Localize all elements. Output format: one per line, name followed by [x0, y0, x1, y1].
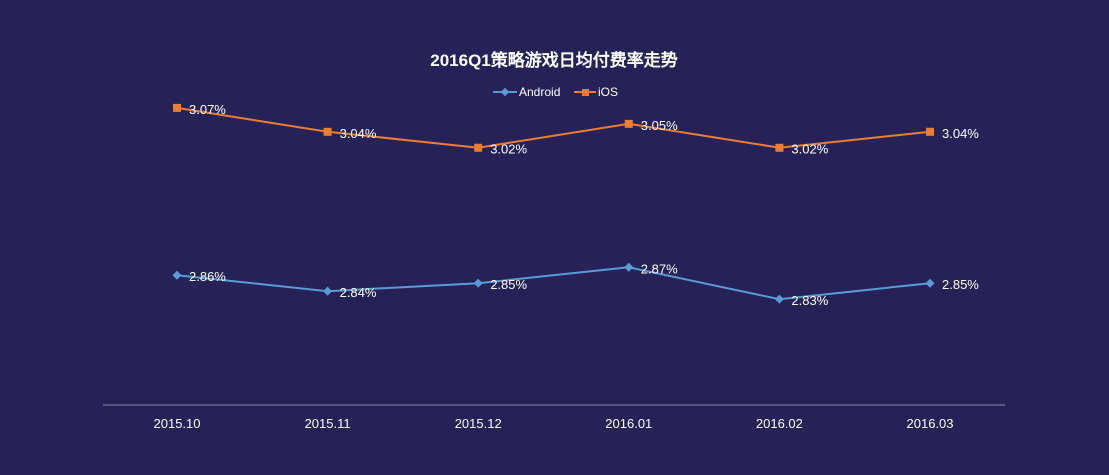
data-point-ios[interactable] — [775, 143, 784, 152]
x-axis-ticks: 2015.10 2015.11 2015.12 2016.01 2016.02 2016.… — [154, 416, 954, 431]
x-tick-label: 2015.11 — [305, 416, 351, 431]
data-label-ios: 3.04% — [942, 126, 979, 141]
data-label-android: 2.83% — [791, 293, 828, 308]
x-tick-label: 2015.10 — [154, 416, 201, 431]
data-point-android[interactable] — [925, 278, 935, 288]
data-point-android[interactable] — [624, 262, 634, 272]
data-label-ios: 3.07% — [189, 102, 226, 117]
data-point-android[interactable] — [172, 270, 182, 280]
x-tick-label: 2016.01 — [605, 416, 652, 431]
legend-item-android[interactable]: Android — [493, 85, 560, 99]
data-point-android[interactable] — [473, 278, 483, 288]
data-label-ios: 3.04% — [340, 126, 377, 141]
data-label-android: 2.87% — [641, 261, 678, 276]
data-label-android: 2.85% — [490, 277, 527, 292]
data-point-ios[interactable] — [173, 103, 181, 112]
plot-area: 2.86% 2.84% 2.85% 2.87% 2.83% 2.85% 3.07% 3.04%… — [172, 102, 979, 308]
data-point-ios[interactable] — [624, 119, 633, 128]
data-label-ios: 3.02% — [791, 142, 828, 157]
data-label-ios: 3.02% — [490, 142, 527, 157]
data-point-ios[interactable] — [926, 127, 934, 136]
legend-android-marker — [500, 87, 510, 97]
data-point-android[interactable] — [323, 286, 333, 296]
chart-title: 2016Q1策略游戏日均付费率走势 — [430, 50, 678, 70]
legend-ios-label: iOS — [598, 85, 618, 99]
x-tick-label: 2015.12 — [455, 416, 502, 431]
legend-item-ios[interactable]: iOS — [574, 85, 618, 99]
x-tick-label: 2016.03 — [907, 416, 954, 431]
data-label-android: 2.84% — [340, 285, 377, 300]
data-label-ios: 3.05% — [641, 118, 678, 133]
legend: Android iOS — [493, 85, 618, 99]
data-point-ios[interactable] — [323, 127, 332, 136]
x-tick-label: 2016.02 — [756, 416, 803, 431]
data-label-android: 2.85% — [942, 277, 979, 292]
legend-android-label: Android — [519, 85, 560, 99]
data-point-android[interactable] — [774, 294, 784, 304]
data-label-android: 2.86% — [189, 269, 226, 284]
legend-ios-marker — [582, 89, 589, 96]
series-line-ios — [176, 106, 931, 149]
series-android: 2.86% 2.84% 2.85% 2.87% 2.83% 2.85% — [172, 261, 979, 308]
data-point-ios[interactable] — [474, 143, 483, 152]
series-ios: 3.07% 3.04% 3.02% 3.05% 3.02% 3.04% — [173, 102, 979, 157]
series-line-android — [176, 266, 931, 301]
